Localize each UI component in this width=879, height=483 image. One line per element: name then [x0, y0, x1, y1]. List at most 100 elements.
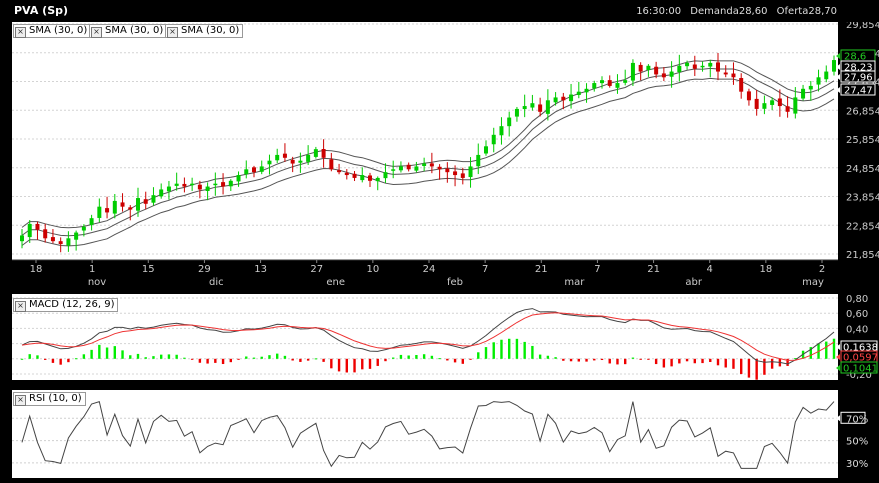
candle-body	[607, 80, 612, 86]
candle-body	[630, 62, 635, 81]
x-tick-label: 21	[535, 264, 548, 275]
candle-body	[383, 172, 388, 179]
candle-body	[20, 235, 24, 242]
value-marker	[836, 354, 840, 360]
macd-histogram-bar	[214, 358, 217, 363]
macd-histogram-bar	[825, 341, 828, 359]
price-y-tick-label: 29,854	[846, 20, 879, 31]
value-box	[840, 361, 878, 374]
candle-body	[298, 160, 303, 163]
candle-body	[530, 103, 535, 108]
candle-body	[205, 186, 210, 192]
macd-histogram-bar	[538, 354, 542, 359]
close-icon[interactable]: ×	[91, 27, 102, 38]
sma-indicator-2[interactable]: × SMA (30, 0)	[89, 24, 168, 38]
sma-label-2: SMA (30, 0)	[105, 25, 164, 36]
candle-body	[74, 232, 79, 240]
close-icon[interactable]: ×	[15, 395, 26, 406]
candle-body	[801, 88, 806, 99]
macd-histogram-bar	[809, 347, 812, 359]
value-marker	[836, 415, 840, 422]
x-tick-label: 10	[366, 264, 379, 275]
candle-body	[375, 177, 380, 182]
macd-histogram-bar	[105, 347, 109, 359]
sma-line-1	[21, 59, 835, 229]
macd-histogram-bar	[755, 358, 758, 380]
candle-body	[522, 106, 527, 110]
macd-last-value-label: 0,1041	[843, 364, 878, 375]
macd-histogram-bar	[399, 354, 403, 359]
x-tick-label: 1	[89, 264, 95, 275]
quote-info: 16:30:00 Demanda28,60 Oferta28,70	[630, 6, 837, 17]
candle-body	[27, 223, 32, 238]
sma-indicator-1[interactable]: × SMA (30, 0)	[13, 24, 92, 38]
candle-body	[391, 169, 396, 171]
candle-body	[770, 100, 775, 105]
value-marker	[836, 344, 840, 350]
macd-histogram-bar	[299, 358, 302, 362]
candle-body	[128, 207, 133, 210]
macd-y-tick-label: 0,40	[846, 324, 868, 335]
macd-histogram-bar	[129, 355, 132, 359]
macd-histogram-bar	[593, 358, 596, 361]
candle-body	[484, 146, 488, 154]
candle-body	[685, 62, 690, 67]
macd-histogram-bar	[245, 356, 248, 359]
price-y-tick-label: 21,854	[846, 250, 879, 261]
candle-body	[329, 159, 334, 170]
macd-indicator[interactable]: × MACD (12, 26, 9)	[13, 298, 119, 312]
candle-body	[429, 163, 434, 167]
candle-body	[414, 166, 419, 171]
candle-body	[151, 195, 156, 203]
macd-histogram-bar	[701, 358, 704, 364]
candle-body	[576, 91, 581, 96]
macd-histogram-bar	[314, 358, 318, 360]
candle-body	[561, 96, 566, 101]
sma-indicator-3[interactable]: × SMA (30, 0)	[165, 24, 244, 38]
price-y-tick-label: 24,854	[846, 164, 879, 175]
macd-histogram-bar	[500, 339, 503, 359]
macd-histogram-bar	[20, 358, 24, 360]
macd-histogram-bar	[716, 358, 720, 366]
macd-histogram-bar	[477, 352, 480, 359]
macd-histogram-bar	[484, 347, 488, 359]
close-icon[interactable]: ×	[15, 27, 26, 38]
value-marker	[836, 53, 840, 59]
price-y-tick-label: 22,854	[846, 221, 879, 232]
close-icon[interactable]: ×	[15, 301, 26, 312]
value-box	[840, 70, 876, 83]
macd-histogram-bar	[183, 357, 186, 359]
candle-body	[816, 77, 821, 85]
macd-histogram-bar	[446, 358, 449, 361]
time-label: 16:30:00	[636, 6, 682, 17]
macd-histogram-bar	[74, 358, 78, 360]
rsi-indicator[interactable]: × RSI (10, 0)	[13, 392, 86, 406]
candle-body	[136, 198, 140, 211]
macd-histogram-bar	[709, 358, 712, 363]
macd-histogram-bar	[136, 353, 140, 359]
macd-histogram-bar	[345, 358, 348, 373]
candle-body	[81, 226, 86, 231]
macd-histogram-bar	[322, 358, 325, 362]
macd-histogram-bar	[740, 358, 743, 375]
macd-histogram-bar	[422, 354, 426, 359]
sma-line-2	[21, 67, 835, 237]
candle-body	[746, 91, 751, 101]
candle-body	[35, 223, 40, 230]
x-tick-label: 18	[30, 264, 43, 275]
candle-body	[244, 169, 249, 175]
candle-body	[422, 163, 427, 166]
close-icon[interactable]: ×	[167, 27, 178, 38]
x-month-label: may	[802, 277, 824, 288]
macd-histogram-bar	[121, 350, 124, 359]
macd-histogram-bar	[392, 357, 395, 359]
macd-histogram-bar	[523, 341, 526, 359]
last-value-label: 27,47	[844, 86, 873, 97]
candle-body	[692, 64, 697, 69]
macd-histogram-bar	[724, 358, 727, 368]
x-month-label: mar	[564, 277, 585, 288]
last-value-label: 27,96	[844, 73, 873, 84]
macd-histogram-bar	[546, 355, 550, 359]
candle-body	[259, 166, 264, 172]
